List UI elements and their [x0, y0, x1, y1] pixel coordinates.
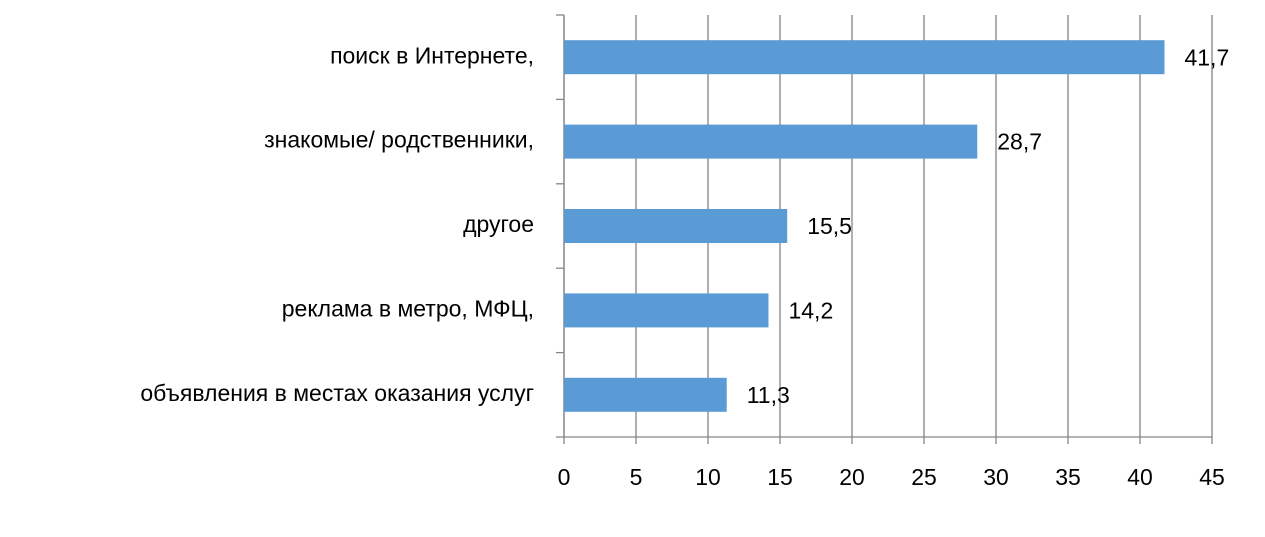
- bar: [564, 40, 1165, 75]
- bar: [564, 209, 788, 243]
- y-tick-label: другое: [463, 211, 534, 237]
- value-label: 41,7: [1184, 44, 1229, 70]
- x-tick-label: 10: [695, 464, 721, 490]
- x-tick-label: 35: [1055, 464, 1081, 490]
- y-tick-label: поиск в Интернете,: [330, 42, 534, 68]
- x-tick-label: 0: [558, 464, 571, 490]
- x-tick-label: 25: [911, 464, 937, 490]
- value-label: 14,2: [788, 297, 833, 323]
- y-tick-label: знакомые/ родственники,: [264, 127, 534, 153]
- bar: [564, 124, 978, 159]
- x-tick-label: 15: [767, 464, 793, 490]
- value-label: 15,5: [807, 213, 852, 239]
- x-tick-label: 5: [630, 464, 643, 490]
- y-tick-label: объявления в местах оказания услуг: [140, 380, 534, 406]
- value-label: 11,3: [747, 382, 790, 408]
- y-tick-label: реклама в метро, МФЦ,: [282, 295, 534, 321]
- bar: [564, 293, 769, 328]
- bar: [564, 377, 727, 412]
- x-tick-label: 45: [1199, 464, 1225, 490]
- value-label: 28,7: [997, 129, 1042, 155]
- x-tick-label: 30: [983, 464, 1009, 490]
- x-tick-label: 40: [1127, 464, 1153, 490]
- x-tick-label: 20: [839, 464, 865, 490]
